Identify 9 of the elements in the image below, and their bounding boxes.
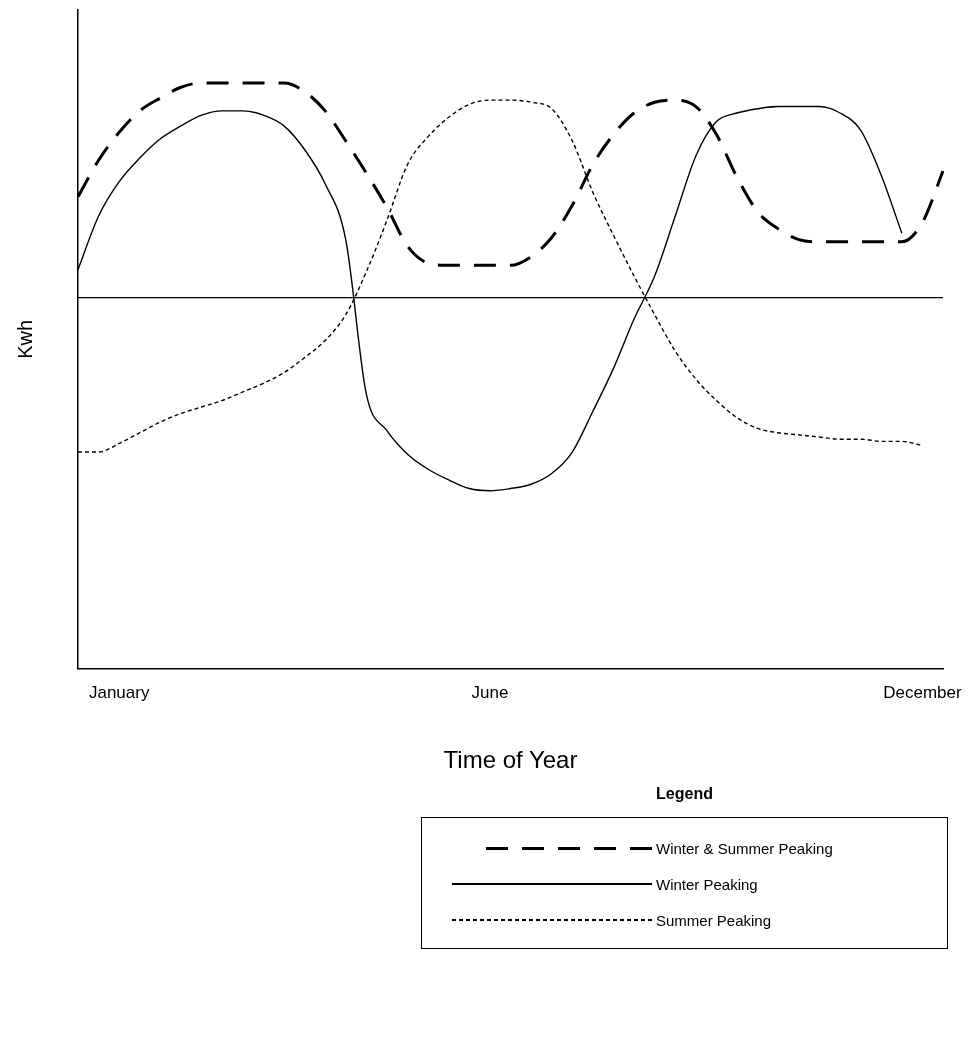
legend-title: Legend (655, 785, 714, 803)
legend-label: Summer Peaking (656, 911, 772, 929)
legend-label: Winter Peaking (656, 875, 758, 893)
x-axis-title: Time of Year (443, 746, 578, 774)
y-axis-title: Kwh (13, 319, 36, 359)
legend-label: Winter & Summer Peaking (656, 839, 833, 857)
x-tick-label: December (883, 682, 962, 702)
x-tick-label: January (88, 682, 150, 702)
x-tick-label: June (471, 682, 509, 702)
